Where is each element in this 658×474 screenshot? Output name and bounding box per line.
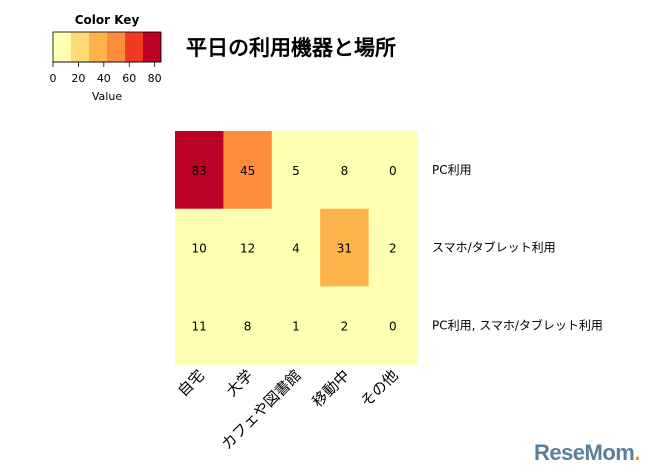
- cell-value-label: 45: [240, 164, 255, 178]
- watermark-dot: .: [634, 440, 640, 465]
- heatmap-cell: [223, 131, 273, 210]
- heatmap-cell: [368, 286, 418, 365]
- cell-value-label: 11: [192, 319, 207, 333]
- heatmap-cell: [175, 131, 224, 210]
- cell-value-label: 0: [389, 319, 397, 333]
- cell-value-label: 4: [292, 242, 300, 256]
- color-key-swatch: [89, 32, 108, 62]
- row-label: スマホ/タブレット利用: [432, 240, 556, 255]
- color-key-tick-label: 0: [50, 72, 57, 85]
- color-key-swatch: [143, 32, 162, 62]
- color-key-xlabel: Value: [92, 90, 122, 103]
- heatmap-cell: [223, 286, 273, 365]
- color-key-tick-label: 40: [97, 72, 111, 85]
- chart-title: 平日の利用機器と場所: [186, 36, 396, 60]
- color-key-tick-label: 80: [148, 72, 162, 85]
- heatmap-cell: [175, 208, 224, 287]
- color-key-tick-label: 60: [122, 72, 136, 85]
- column-label: 自宅: [174, 366, 208, 400]
- heatmap-cell: [368, 131, 418, 210]
- cell-value-label: 2: [341, 319, 349, 333]
- heatmap-cell: [223, 208, 273, 287]
- column-label: 移動中: [309, 366, 354, 411]
- heatmap-cell: [271, 208, 321, 287]
- watermark-text: ReseMom: [533, 440, 635, 465]
- cell-value-label: 8: [244, 319, 252, 333]
- cell-value-label: 8: [341, 164, 349, 178]
- color-key-title: Color Key: [75, 13, 140, 27]
- heatmap-grid: 83 45 5 8 010 12 4 31 211 8 1 2 0: [175, 131, 418, 365]
- cell-value-label: 2: [389, 242, 397, 256]
- color-key-swatch: [125, 32, 144, 62]
- cell-value-label: 10: [192, 242, 207, 256]
- row-label: PC利用, スマホ/タブレット利用: [432, 317, 603, 332]
- color-key-swatch: [53, 32, 72, 62]
- heatmap-cell: [271, 131, 321, 210]
- column-label: その他: [357, 366, 402, 411]
- heatmap-cell: [271, 286, 321, 365]
- heatmap-cell: [368, 208, 418, 287]
- cell-value-label: 31: [337, 242, 352, 256]
- row-label: PC利用: [432, 163, 472, 177]
- heatmap-cell: [320, 286, 370, 365]
- resemom-watermark: ReseMom.: [533, 440, 641, 466]
- heatmap-cell: [320, 208, 370, 287]
- cell-value-label: 1: [292, 319, 300, 333]
- color-key: Color Key 0 20 40 60 80 Value: [50, 13, 162, 103]
- column-label: 大学: [222, 366, 256, 400]
- color-key-swatch: [71, 32, 90, 62]
- color-key-swatch: [107, 32, 126, 62]
- cell-value-label: 5: [292, 164, 300, 178]
- color-key-tick-label: 20: [71, 72, 85, 85]
- cell-value-label: 12: [240, 242, 255, 256]
- cell-value-label: 0: [389, 164, 397, 178]
- cell-value-label: 83: [192, 164, 207, 178]
- heatmap-cell: [175, 286, 224, 365]
- heatmap-cell: [320, 131, 370, 210]
